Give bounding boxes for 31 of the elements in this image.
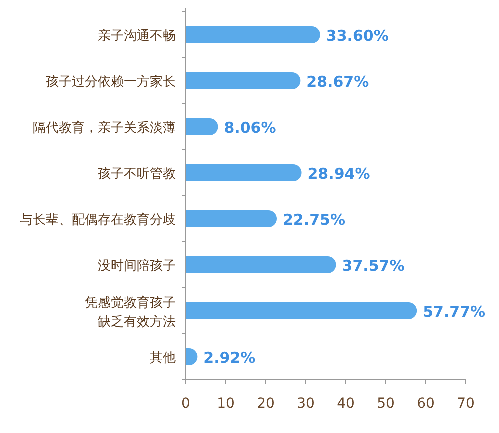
y-tick-label: 凭感觉教育孩子缺乏有效方法 (85, 295, 176, 330)
x-tick-label: 20 (257, 396, 275, 412)
x-tick-label: 70 (457, 396, 475, 412)
bar (186, 302, 418, 320)
x-tick-label: 40 (337, 396, 355, 412)
y-tick-label: 孩子不听管教 (98, 167, 176, 182)
data-label: 28.67% (306, 73, 370, 91)
data-label: 57.77% (423, 303, 486, 321)
data-label: 37.57% (342, 257, 405, 275)
y-tick-label: 其他 (150, 351, 176, 366)
x-tick-label: 10 (217, 396, 235, 412)
x-tick-label: 30 (297, 396, 315, 412)
y-tick-label: 隔代教育，亲子关系淡薄 (33, 120, 176, 136)
bar (186, 164, 302, 182)
data-label: 8.06% (224, 119, 276, 137)
y-tick-label: 孩子过分依赖一方家长 (46, 74, 176, 90)
bar (186, 26, 320, 44)
y-tick-label: 与长辈、配偶存在教育分歧 (20, 212, 176, 228)
x-tick-label: 0 (182, 396, 190, 412)
data-label: 2.92% (204, 349, 256, 367)
data-label: 33.60% (326, 27, 389, 45)
x-tick-label: 50 (377, 396, 395, 412)
bar (186, 256, 336, 274)
data-label: 28.94% (308, 165, 370, 183)
data-label: 22.75% (283, 211, 346, 229)
x-tick-label: 60 (417, 396, 435, 412)
bar (186, 72, 301, 90)
y-tick-label: 没时间陪孩子 (98, 259, 176, 274)
bar (186, 118, 218, 136)
bar (186, 210, 277, 228)
y-tick-label: 亲子沟通不畅 (98, 29, 176, 44)
